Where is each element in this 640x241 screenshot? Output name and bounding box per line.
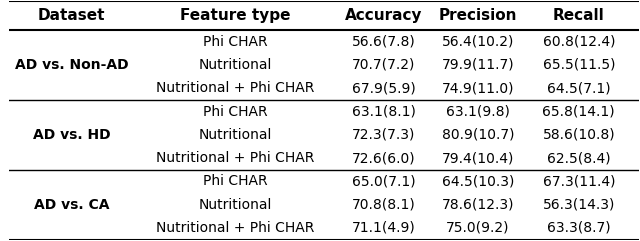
Text: Phi CHAR: Phi CHAR xyxy=(203,35,268,49)
Text: Recall: Recall xyxy=(553,8,605,23)
Text: 60.8(12.4): 60.8(12.4) xyxy=(543,35,615,49)
Text: Nutritional + Phi CHAR: Nutritional + Phi CHAR xyxy=(156,221,315,235)
Text: Feature type: Feature type xyxy=(180,8,291,23)
Text: Nutritional: Nutritional xyxy=(198,58,272,72)
Text: 64.5(7.1): 64.5(7.1) xyxy=(547,81,611,95)
Text: 65.5(11.5): 65.5(11.5) xyxy=(543,58,615,72)
Text: 62.5(8.4): 62.5(8.4) xyxy=(547,151,611,165)
Text: 63.3(8.7): 63.3(8.7) xyxy=(547,221,611,235)
Text: Phi CHAR: Phi CHAR xyxy=(203,174,268,188)
Text: 72.3(7.3): 72.3(7.3) xyxy=(352,128,415,142)
Text: Nutritional: Nutritional xyxy=(198,198,272,212)
Text: 56.4(10.2): 56.4(10.2) xyxy=(442,35,514,49)
Text: Precision: Precision xyxy=(438,8,517,23)
Text: AD vs. Non-AD: AD vs. Non-AD xyxy=(15,58,129,72)
Text: 74.9(11.0): 74.9(11.0) xyxy=(442,81,514,95)
Text: Phi CHAR: Phi CHAR xyxy=(203,105,268,119)
Text: 72.6(6.0): 72.6(6.0) xyxy=(351,151,415,165)
Text: Accuracy: Accuracy xyxy=(345,8,422,23)
Text: 56.6(7.8): 56.6(7.8) xyxy=(351,35,415,49)
Text: 75.0(9.2): 75.0(9.2) xyxy=(446,221,509,235)
Text: 67.9(5.9): 67.9(5.9) xyxy=(351,81,415,95)
Text: Nutritional: Nutritional xyxy=(198,128,272,142)
Text: 63.1(8.1): 63.1(8.1) xyxy=(351,105,415,119)
Text: 80.9(10.7): 80.9(10.7) xyxy=(442,128,514,142)
Text: 65.0(7.1): 65.0(7.1) xyxy=(351,174,415,188)
Text: 65.8(14.1): 65.8(14.1) xyxy=(543,105,615,119)
Text: AD vs. CA: AD vs. CA xyxy=(34,198,109,212)
Text: 56.3(14.3): 56.3(14.3) xyxy=(543,198,615,212)
Text: 58.6(10.8): 58.6(10.8) xyxy=(543,128,615,142)
Text: 70.8(8.1): 70.8(8.1) xyxy=(351,198,415,212)
Text: 63.1(9.8): 63.1(9.8) xyxy=(446,105,510,119)
Text: 71.1(4.9): 71.1(4.9) xyxy=(351,221,415,235)
Text: 64.5(10.3): 64.5(10.3) xyxy=(442,174,514,188)
Text: 79.4(10.4): 79.4(10.4) xyxy=(442,151,514,165)
Text: 70.7(7.2): 70.7(7.2) xyxy=(352,58,415,72)
Text: Nutritional + Phi CHAR: Nutritional + Phi CHAR xyxy=(156,81,315,95)
Text: Nutritional + Phi CHAR: Nutritional + Phi CHAR xyxy=(156,151,315,165)
Text: 79.9(11.7): 79.9(11.7) xyxy=(442,58,515,72)
Text: AD vs. HD: AD vs. HD xyxy=(33,128,111,142)
Text: 78.6(12.3): 78.6(12.3) xyxy=(442,198,514,212)
Text: Dataset: Dataset xyxy=(38,8,106,23)
Text: 67.3(11.4): 67.3(11.4) xyxy=(543,174,615,188)
